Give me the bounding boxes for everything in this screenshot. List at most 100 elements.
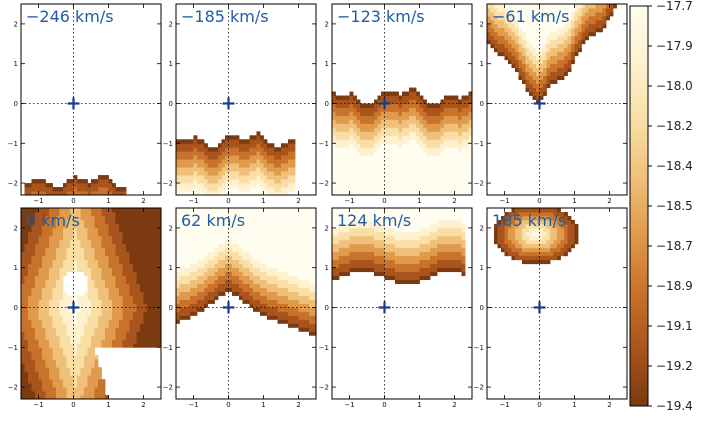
emission-cell [267,183,271,188]
emission-cell [63,235,67,241]
emission-cell [525,55,530,61]
emission-cell [416,91,420,96]
emission-cell [136,319,141,324]
emission-cell [207,151,212,156]
emission-cell [374,143,378,148]
emission-cell [73,383,78,388]
emission-cell [70,319,74,324]
emission-cell [277,183,282,188]
emission-cell [409,155,413,160]
emission-cell [140,259,144,265]
emission-cell [277,299,282,304]
emission-cell [108,235,113,241]
emission-cell [63,191,67,195]
emission-cell [193,299,198,304]
emission-cell [274,299,278,304]
emission-cell [353,143,357,148]
emission-cell [349,123,354,128]
emission-cell [395,143,399,148]
emission-cell [546,83,551,88]
emission-cell [45,287,50,292]
emission-cell [24,259,29,265]
emission-cell [335,175,340,180]
emission-cell [24,295,29,300]
emission-cell [433,115,438,120]
emission-cell [302,219,306,225]
emission-cell [288,163,292,168]
emission-cell [381,191,385,195]
emission-cell [45,331,50,336]
emission-cell [59,319,64,324]
emission-cell [115,227,120,233]
emission-cell [447,163,452,168]
emission-cell [458,139,462,144]
emission-cell [288,155,292,160]
emission-cell [419,187,424,192]
emission-cell [235,143,240,148]
emission-cell [59,227,64,233]
emission-cell [204,295,208,300]
emission-cell [270,163,275,168]
emission-cell [52,259,57,265]
emission-cell [228,227,233,233]
emission-cell [267,291,271,296]
emission-cell [176,307,180,312]
emission-cell [539,75,544,80]
emission-cell [136,311,141,316]
emission-cell [454,147,459,152]
emission-cell [288,279,292,284]
emission-cell [332,103,336,108]
emission-cell [28,239,32,245]
emission-cell [363,107,368,112]
emission-cell [225,143,229,148]
emission-cell [550,59,554,65]
emission-cell [197,231,201,237]
emission-cell [143,275,148,281]
emission-cell [529,47,533,53]
emission-cell [384,175,389,180]
emission-cell [447,95,452,100]
emission-cell [87,287,92,292]
emission-cell [465,99,469,104]
emission-cell [59,251,64,257]
emission-cell [52,223,57,229]
emission-cell [395,175,399,180]
emission-cell [183,267,187,273]
emission-cell [211,211,215,217]
emission-cell [84,359,88,364]
emission-cell [253,151,257,156]
emission-cell [112,255,116,261]
emission-cell [136,227,141,233]
emission-cell [73,359,78,364]
emission-cell [38,351,43,356]
emission-cell [440,147,445,152]
emission-cell [73,179,78,184]
emission-cell [193,311,198,316]
emission-cell [302,263,306,269]
emission-cell [256,251,261,257]
emission-cell [370,111,375,116]
emission-cell [136,327,141,332]
emission-cell [179,151,184,156]
emission-cell [444,179,448,184]
emission-cell [302,271,306,277]
emission-cell [59,315,64,320]
emission-cell [302,315,306,320]
emission-cell [186,303,191,308]
emission-cell [157,339,161,344]
emission-cell [207,243,212,249]
panel-frame [20,3,162,196]
emission-cell [239,287,243,292]
emission-cell [73,247,78,253]
emission-cell [101,295,106,300]
emission-cell [267,151,271,156]
emission-cell [426,111,431,116]
emission-cell [235,267,240,273]
emission-cell [242,279,247,284]
emission-cell [543,7,547,13]
emission-cell [426,191,431,195]
emission-cell [59,211,64,217]
emission-cell [377,139,382,144]
emission-cell [468,147,472,152]
emission-cell [77,219,81,225]
